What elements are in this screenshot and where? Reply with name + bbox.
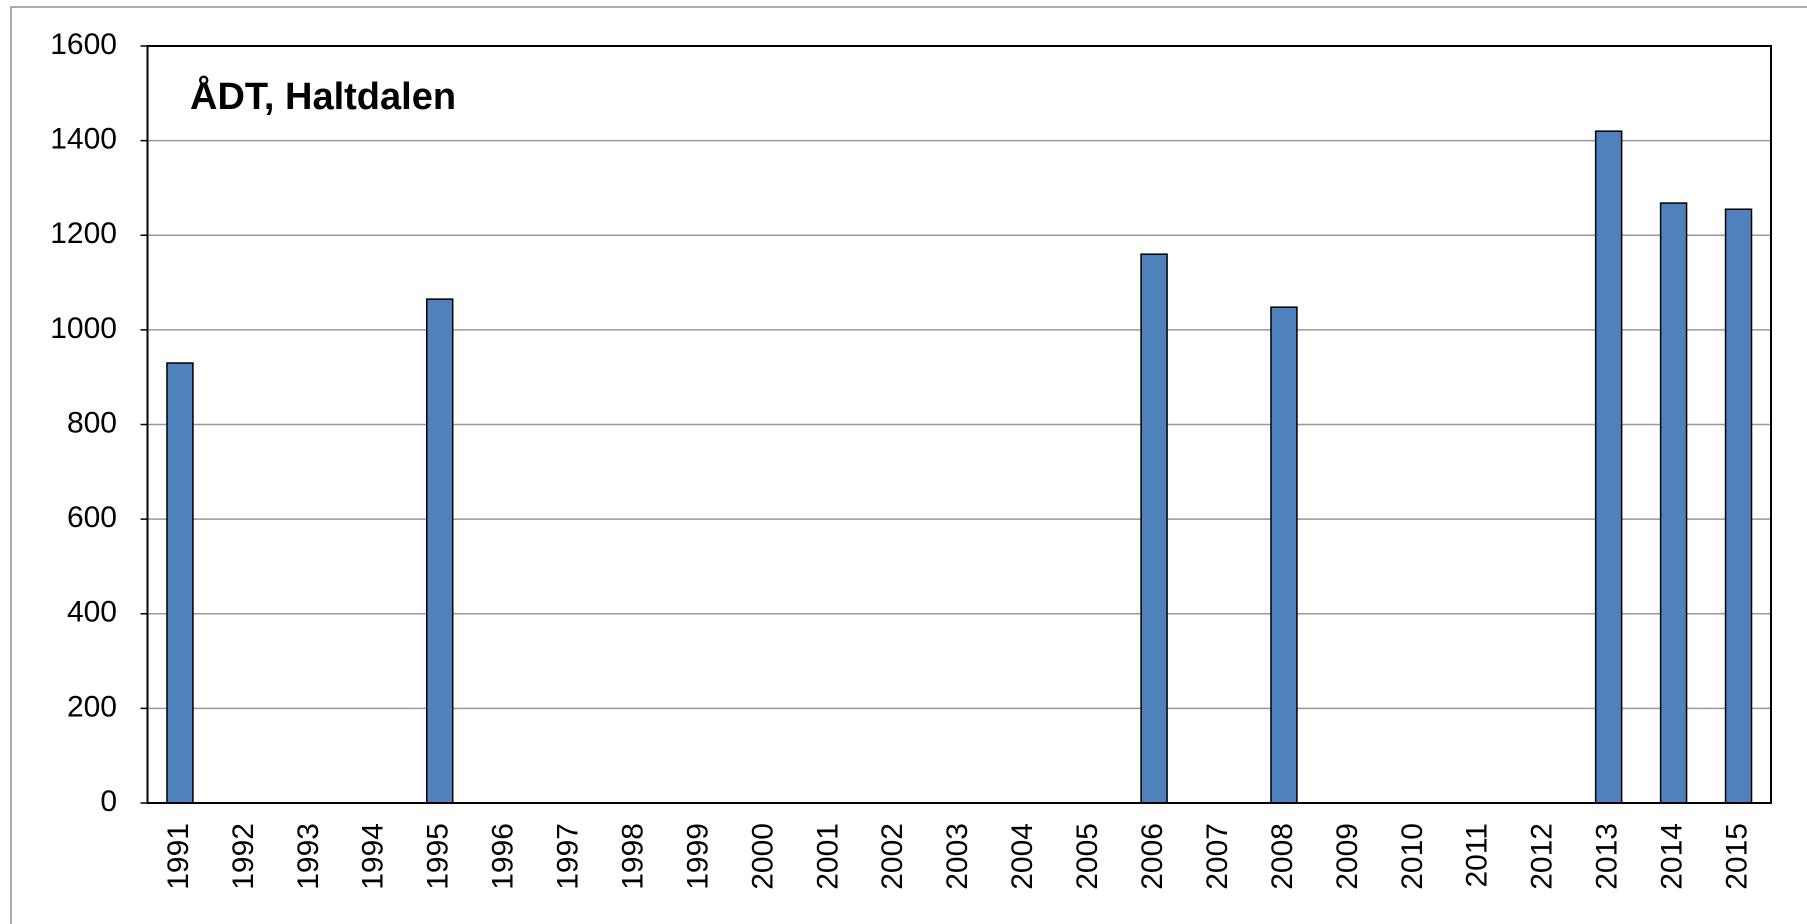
x-tick-label: 1992 xyxy=(227,823,260,890)
x-tick-label: 1997 xyxy=(552,823,585,890)
x-tick-label: 2008 xyxy=(1266,823,1299,890)
x-tick-label: 2011 xyxy=(1461,823,1494,888)
grid xyxy=(147,45,1771,804)
x-tick-label: 1996 xyxy=(487,823,520,890)
y-tick-label: 1000 xyxy=(50,312,117,345)
y-tick-label: 600 xyxy=(67,501,117,534)
bar xyxy=(1594,130,1623,804)
x-tick-label: 2012 xyxy=(1526,823,1559,890)
y-tick-label: 200 xyxy=(67,690,117,723)
y-tick-label: 400 xyxy=(67,596,117,629)
x-tick-label: 2001 xyxy=(811,823,844,890)
bar xyxy=(1270,306,1298,804)
x-tick-label: 2003 xyxy=(941,823,974,890)
x-tick-label: 2004 xyxy=(1006,823,1039,890)
x-tick-label: 2007 xyxy=(1201,823,1234,890)
x-tick-label: 1995 xyxy=(422,823,455,890)
x-tick-label: 1998 xyxy=(616,823,649,890)
y-tick-label: 1200 xyxy=(50,217,117,250)
x-tick-label: 2009 xyxy=(1331,823,1364,890)
x-tick-label: 1991 xyxy=(162,823,195,890)
bar xyxy=(1724,208,1753,804)
bar xyxy=(1659,202,1688,804)
bar xyxy=(166,362,194,804)
x-tick-label: 1993 xyxy=(292,823,325,890)
chart-title: ÅDT, Haltdalen xyxy=(190,74,456,118)
y-tick-label: 1600 xyxy=(50,28,117,61)
x-tick-label: 2006 xyxy=(1136,823,1169,890)
bar xyxy=(425,298,454,804)
x-tick-label: 2002 xyxy=(876,823,909,890)
y-tick-label: 1400 xyxy=(50,123,117,156)
x-tick-label: 1994 xyxy=(357,823,390,890)
y-tick-label: 800 xyxy=(67,406,117,439)
bars xyxy=(166,130,1753,804)
x-tick-label: 2010 xyxy=(1396,823,1429,890)
y-tick-label: 0 xyxy=(100,785,117,818)
x-tick-label: 2015 xyxy=(1720,823,1753,890)
chart-frame xyxy=(10,6,1807,924)
x-tick-label: 2005 xyxy=(1071,823,1104,890)
x-tick-label: 2013 xyxy=(1591,823,1624,890)
x-tick-label: 2000 xyxy=(746,823,779,890)
x-tick-label: 1999 xyxy=(681,823,714,890)
x-tick-label: 2014 xyxy=(1656,823,1689,890)
bar xyxy=(1140,253,1168,804)
